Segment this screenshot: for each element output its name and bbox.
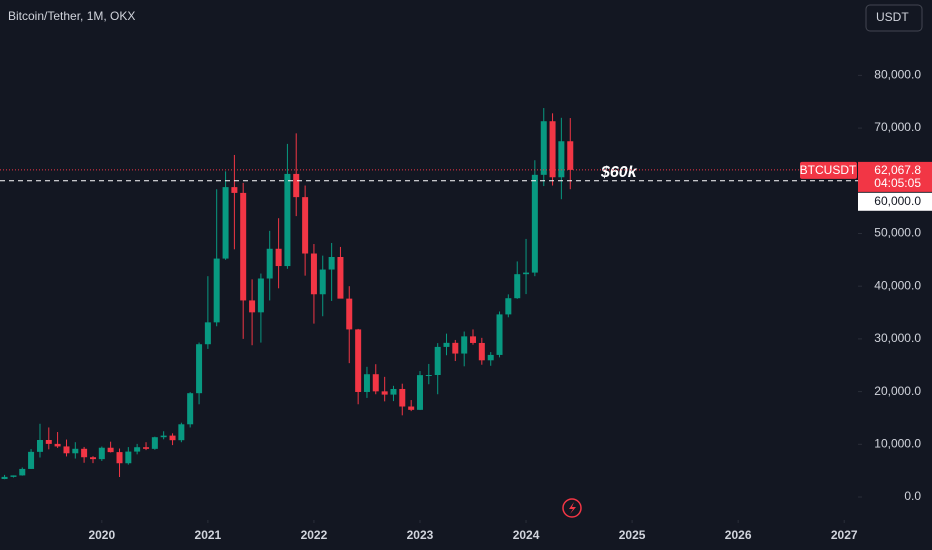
- candle-body: [390, 388, 397, 395]
- candle-body: [196, 344, 203, 394]
- candle-body: [36, 439, 43, 452]
- candle-body: [240, 192, 247, 301]
- candle-body: [514, 274, 521, 299]
- candle-body: [90, 457, 97, 460]
- candle-body: [461, 336, 468, 354]
- candle-body: [363, 374, 370, 392]
- candle-body: [558, 141, 565, 178]
- candle-body: [399, 388, 406, 407]
- candle-body: [284, 173, 291, 267]
- x-tick-label: 2024: [513, 528, 540, 542]
- candle-body: [346, 298, 353, 330]
- lightning-icon[interactable]: [562, 498, 582, 518]
- candle-body: [310, 253, 317, 295]
- reference-label: 60,000.0: [874, 194, 921, 208]
- candle-body: [187, 393, 194, 425]
- icon-bolt[interactable]: [569, 502, 576, 514]
- x-tick-label: 2020: [88, 528, 115, 542]
- chart-title: Bitcoin/Tether, 1M, OKX: [8, 9, 135, 23]
- candle-body: [81, 448, 88, 458]
- candle-body: [434, 346, 441, 376]
- y-tick-label: 40,000.0: [874, 278, 921, 292]
- candle-body: [496, 314, 503, 355]
- candle-body: [54, 443, 61, 447]
- y-tick-label: 30,000.0: [874, 331, 921, 345]
- candle-body: [178, 424, 185, 441]
- candle-body: [531, 174, 538, 273]
- candle-body: [10, 475, 17, 477]
- candle-body: [107, 447, 114, 453]
- candle-body: [222, 187, 229, 259]
- candle-body: [487, 354, 494, 361]
- candle-body: [266, 248, 273, 279]
- candle-body: [19, 468, 26, 476]
- candle-body: [372, 374, 379, 392]
- candle-body: [319, 269, 326, 295]
- candle-body: [540, 121, 547, 175]
- candle-body: [302, 197, 309, 254]
- candle-body: [257, 278, 264, 313]
- x-tick-label: 2025: [619, 528, 646, 542]
- candle-body: [45, 439, 52, 444]
- candle-body: [549, 121, 556, 178]
- candle-body: [293, 173, 300, 198]
- x-tick-label: 2023: [407, 528, 434, 542]
- candle-body: [98, 447, 105, 460]
- candle-body: [408, 406, 415, 410]
- candle-body: [204, 322, 211, 345]
- candle-body: [328, 256, 335, 270]
- x-tick-label: 2027: [831, 528, 858, 542]
- x-tick-label: 2022: [301, 528, 328, 542]
- candle-body: [337, 256, 344, 299]
- candle-body: [213, 258, 220, 323]
- candle-body: [125, 451, 132, 464]
- currency-button[interactable]: [865, 4, 923, 32]
- y-tick-label: 70,000.0: [874, 120, 921, 134]
- candle-body: [63, 446, 70, 454]
- y-tick-label: 0.0: [904, 489, 921, 503]
- candle-body: [116, 452, 123, 464]
- candle-body: [478, 342, 485, 361]
- candle-body: [416, 375, 423, 410]
- reference-annotation: $60k: [600, 164, 638, 181]
- candle-body: [443, 342, 450, 347]
- x-tick-label: 2026: [725, 528, 752, 542]
- currency-button-label[interactable]: USDT: [876, 10, 909, 24]
- x-tick-label: 2021: [195, 528, 222, 542]
- candle-body: [275, 248, 282, 267]
- y-tick-label: 20,000.0: [874, 384, 921, 398]
- icon-ring[interactable]: [562, 498, 582, 518]
- y-tick-label: 10,000.0: [874, 436, 921, 450]
- countdown-label: 04:05:05: [874, 176, 921, 190]
- candle-body: [355, 329, 362, 392]
- candle-body: [1, 476, 8, 479]
- candle-body: [249, 300, 256, 313]
- candle-body: [160, 435, 167, 438]
- candle-body: [381, 391, 388, 395]
- candle-body: [470, 336, 477, 343]
- symbol-label: BTCUSDT: [800, 163, 857, 177]
- candle-body: [143, 447, 150, 449]
- symbol-label-box: [800, 161, 857, 179]
- last-price-box: [858, 161, 932, 192]
- candle-body: [169, 435, 176, 441]
- candle-body: [567, 141, 574, 170]
- candle-body: [505, 298, 512, 315]
- y-tick-label: 80,000.0: [874, 68, 921, 82]
- candle-body: [134, 447, 141, 452]
- last-price-label: 62,067.8: [874, 163, 921, 177]
- candle-body: [151, 437, 158, 449]
- y-tick-label: 50,000.0: [874, 226, 921, 240]
- candle-body: [72, 448, 79, 454]
- reference-label-box: [858, 192, 932, 211]
- candle-body: [523, 272, 530, 275]
- candle-body: [425, 375, 432, 377]
- candle-body: [231, 187, 238, 193]
- candle-body: [452, 342, 459, 354]
- candle-body: [28, 451, 35, 469]
